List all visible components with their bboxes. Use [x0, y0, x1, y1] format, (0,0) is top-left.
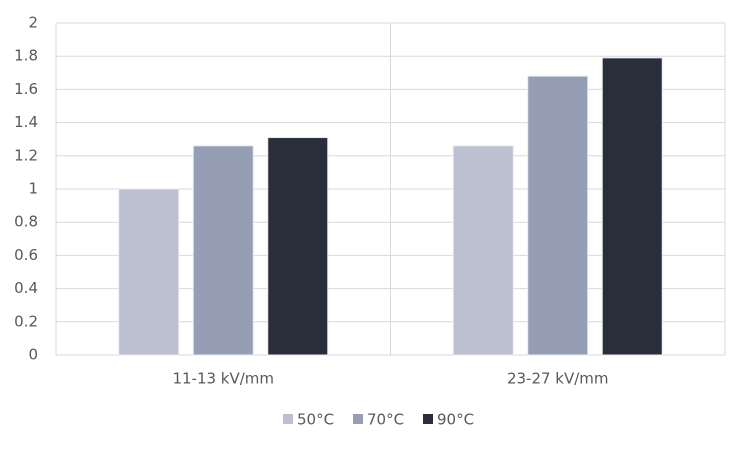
bar [601, 57, 663, 356]
bar [118, 188, 180, 356]
bar [527, 75, 589, 356]
y-tick-label: 0.4 [14, 279, 38, 297]
legend-label: 90°C [437, 411, 474, 429]
y-tick-label: 1 [28, 180, 38, 198]
y-tick-label: 0 [28, 346, 38, 364]
y-tick-label: 0.8 [14, 213, 38, 231]
y-tick-label: 0.2 [14, 312, 38, 330]
x-tick-label: 11-13 kV/mm [172, 370, 274, 388]
y-tick-label: 0.6 [14, 246, 38, 264]
x-tick-label: 23-27 kV/mm [507, 370, 609, 388]
bar [267, 137, 329, 356]
legend-swatch [283, 414, 293, 424]
y-tick-label: 1.4 [14, 113, 38, 131]
bar [452, 145, 514, 356]
bar [192, 145, 254, 356]
y-tick-label: 1.8 [14, 47, 38, 65]
y-tick-label: 1.6 [14, 80, 38, 98]
y-tick-label: 1.2 [14, 146, 38, 164]
legend-label: 50°C [297, 411, 334, 429]
legend-swatch [353, 414, 363, 424]
legend-label: 70°C [367, 411, 404, 429]
y-tick-label: 2 [28, 14, 38, 32]
legend-swatch [423, 414, 433, 424]
